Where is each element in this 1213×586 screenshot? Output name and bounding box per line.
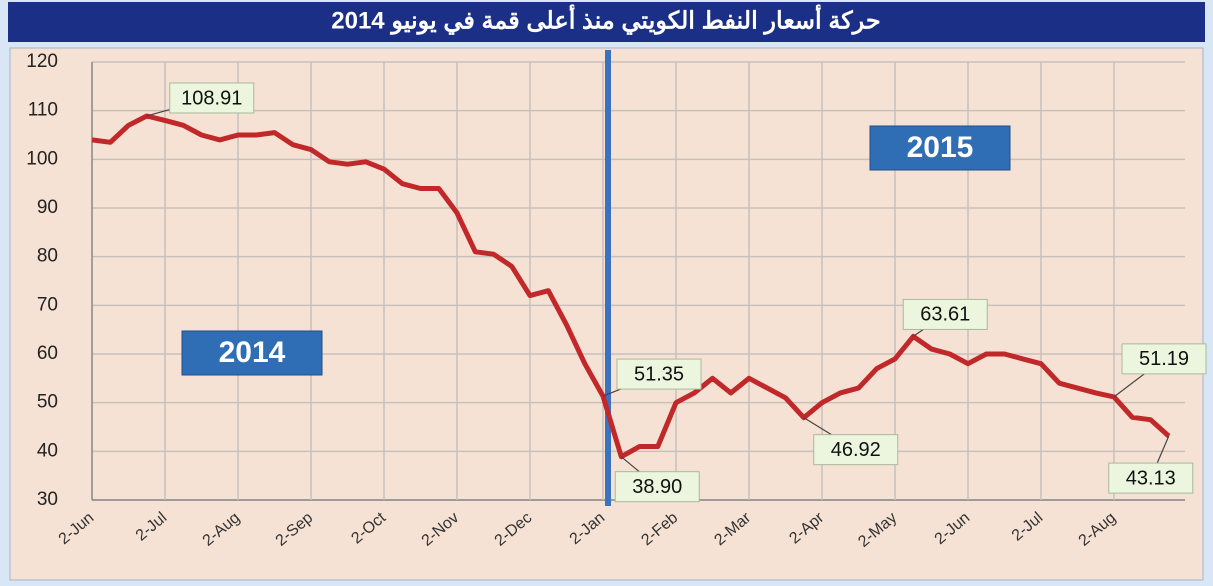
value-label: 51.19 (1139, 348, 1189, 370)
value-label-box (614, 471, 700, 503)
value-label-box (616, 358, 702, 390)
y-tick-label: 50 (37, 392, 58, 413)
value-label-box (1121, 343, 1207, 375)
year-label: 2014 (219, 336, 286, 369)
value-label: 108.91 (181, 87, 242, 109)
value-label-box (902, 298, 988, 330)
year-divider (605, 50, 611, 506)
title-bar (8, 2, 1205, 42)
value-label: 63.61 (920, 304, 970, 326)
year-box (181, 330, 323, 376)
price-line (91, 113, 1171, 460)
y-tick-label: 70 (37, 294, 58, 315)
value-label: 38.90 (632, 476, 682, 498)
year-label: 2015 (907, 131, 974, 164)
value-label: 43.13 (1126, 467, 1176, 489)
chart-title: حركة أسعار النفط الكويتي منذ أعلى قمة في… (331, 2, 880, 35)
y-tick-label: 90 (37, 197, 58, 218)
y-tick-label: 60 (37, 343, 58, 364)
y-tick-label: 110 (28, 100, 58, 121)
value-label: 51.35 (634, 363, 684, 385)
y-tick-label: 30 (37, 489, 58, 510)
y-tick-label: 120 (26, 51, 58, 72)
value-label-box (1108, 462, 1194, 494)
value-label: 46.92 (831, 439, 881, 461)
value-label-box (169, 82, 255, 114)
y-tick-label: 100 (26, 148, 58, 169)
y-tick-label: 80 (37, 246, 58, 267)
y-tick-label: 40 (37, 440, 58, 461)
year-box (869, 125, 1011, 171)
value-label-box (813, 434, 899, 466)
